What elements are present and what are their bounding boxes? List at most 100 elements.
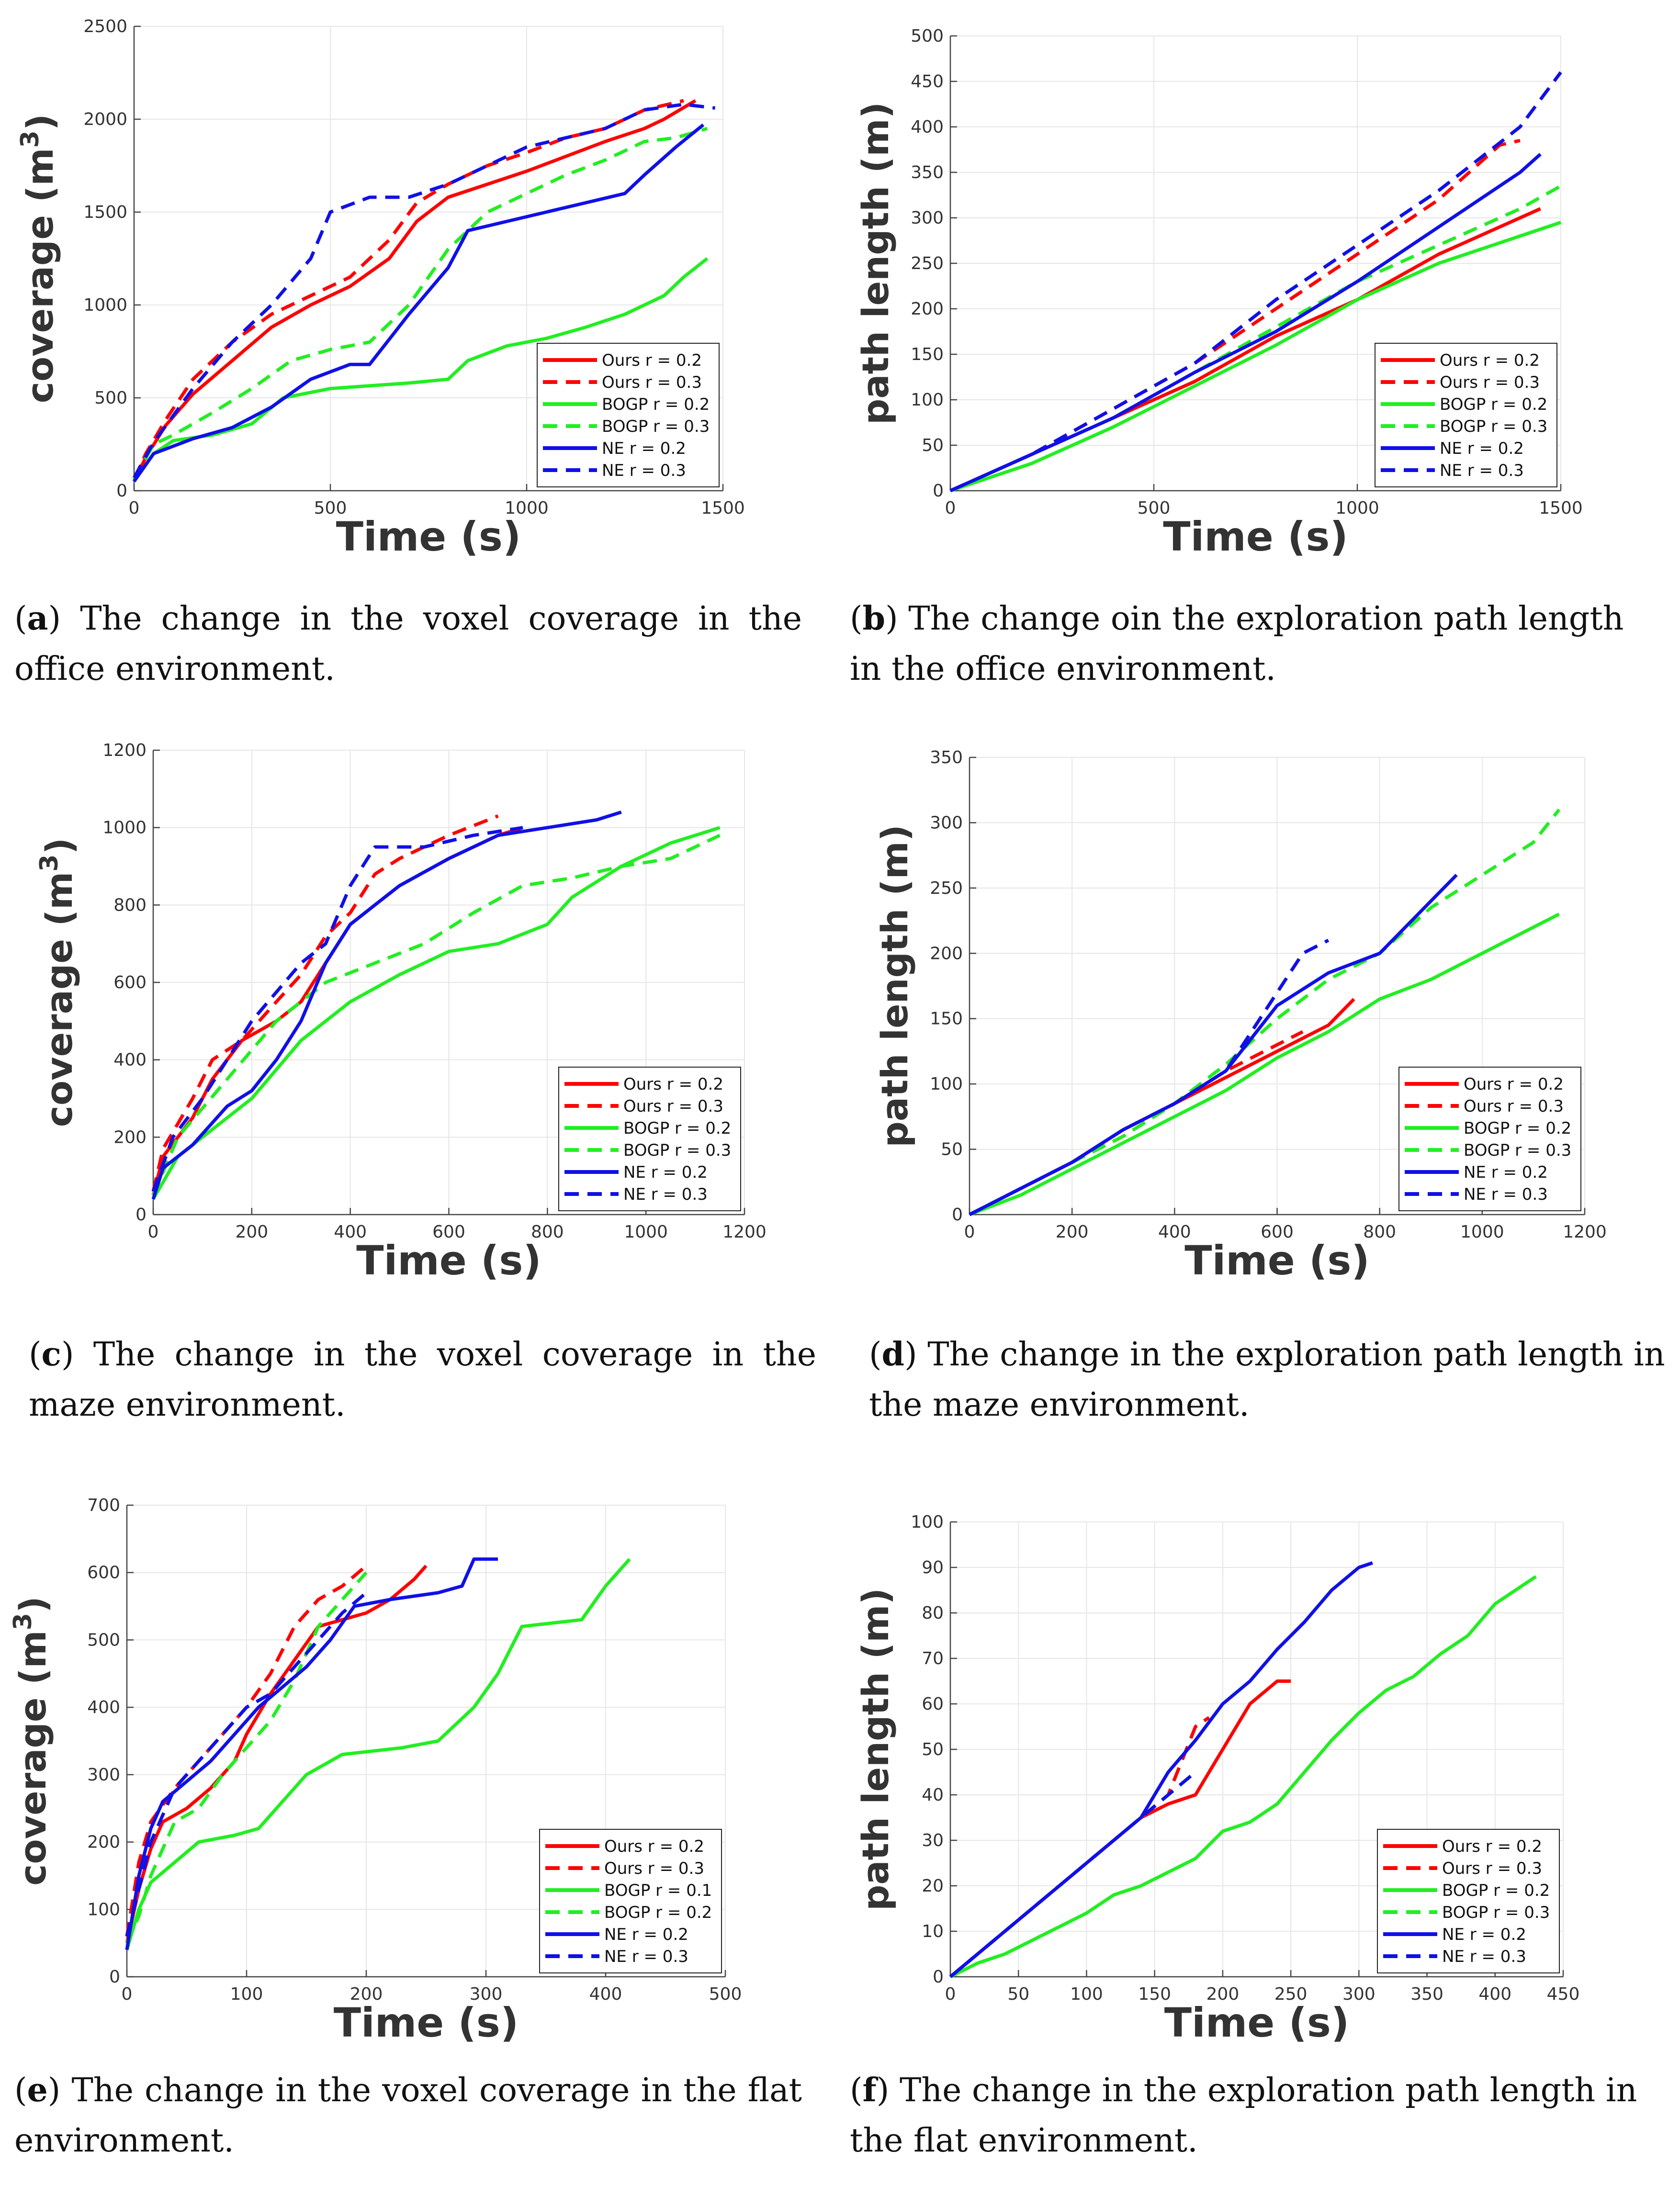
x-axis-title: Time (s) bbox=[1184, 1237, 1370, 1284]
y-tick-label: 1000 bbox=[83, 295, 127, 315]
caption-e-label: e bbox=[27, 2071, 48, 2109]
legend-label-1: Ours r = 0.3 bbox=[623, 1097, 723, 1116]
legend-label-4: NE r = 0.2 bbox=[623, 1163, 708, 1182]
legend-box bbox=[539, 1829, 722, 1973]
x-tick-label: 600 bbox=[432, 1222, 465, 1242]
x-tick-label: 1500 bbox=[1539, 498, 1583, 518]
y-tick-label: 350 bbox=[911, 163, 944, 182]
series-line-2 bbox=[969, 912, 1560, 1217]
panel-a: 0 500 1000 1500 0 500 1000 1500 2000 2500 Time (s)… bbox=[0, 0, 840, 736]
x-tick-label: 800 bbox=[1363, 1222, 1396, 1242]
y-tick-label: 0 bbox=[116, 481, 127, 501]
legend-label-2: BOGP r = 0.2 bbox=[1464, 1119, 1571, 1138]
legend-label-1: Ours r = 0.3 bbox=[602, 373, 702, 392]
series-line-5 bbox=[151, 826, 523, 1192]
y-tick-label: 250 bbox=[930, 879, 963, 898]
y-tick-label: 600 bbox=[113, 973, 147, 992]
x-tick-label: 0 bbox=[945, 498, 956, 518]
caption-a-label: a bbox=[27, 599, 48, 638]
x-tick-label: 1500 bbox=[701, 498, 745, 518]
caption-f-label: f bbox=[862, 2071, 877, 2109]
legend-label-0: Ours r = 0.2 bbox=[1442, 1837, 1542, 1856]
x-axis-title: Time (s) bbox=[1163, 513, 1348, 560]
series-line-5 bbox=[949, 1770, 1197, 1978]
series-line-2 bbox=[949, 221, 1562, 493]
y-tick-label: 1500 bbox=[83, 203, 127, 222]
y-tick-label: 20 bbox=[922, 1876, 944, 1896]
y-tick-label: 300 bbox=[930, 813, 963, 833]
x-tick-label: 500 bbox=[1138, 498, 1171, 518]
x-tick-label: 1200 bbox=[722, 1222, 767, 1242]
caption-b: (b) The change oin the exploration path … bbox=[850, 599, 1624, 688]
caption-f: (f) The change in the exploration path l… bbox=[850, 2071, 1637, 2160]
y-tick-label: 50 bbox=[922, 436, 944, 455]
y-tick-label: 0 bbox=[933, 481, 944, 501]
y-tick-label: 1000 bbox=[102, 818, 147, 838]
x-tick-label: 500 bbox=[709, 1984, 742, 2004]
chart-b-pathlength-office: 0 500 1000 1500 0 50 100 150 200 250 300 350 400 450 5… bbox=[854, 26, 1583, 560]
y-tick-label: 200 bbox=[911, 299, 944, 319]
y-tick-label: 2500 bbox=[83, 17, 127, 36]
x-tick-label: 450 bbox=[1547, 1984, 1580, 2004]
legend-label-4: NE r = 0.2 bbox=[604, 1925, 688, 1944]
legend-label-0: Ours r = 0.2 bbox=[602, 351, 702, 370]
y-tick-label: 450 bbox=[911, 72, 944, 91]
x-axis-title: Time (s) bbox=[356, 1237, 541, 1284]
y-axis-title-main: path length (m) bbox=[873, 824, 916, 1147]
legend-label-0: Ours r = 0.2 bbox=[1464, 1075, 1564, 1094]
series-line-5 bbox=[125, 1591, 368, 1937]
x-tick-label: 150 bbox=[1138, 1984, 1171, 2004]
y-axis-title: path length (m) bbox=[854, 102, 897, 425]
y-tick-label: 400 bbox=[911, 117, 944, 137]
y-tick-label: 200 bbox=[113, 1127, 147, 1147]
x-tick-label: 100 bbox=[1070, 1984, 1103, 2004]
x-tick-label: 0 bbox=[964, 1222, 975, 1242]
caption-a: (a) The change in the voxel coverage in … bbox=[14, 599, 802, 688]
caption-a-text: The change in the voxel coverage in the … bbox=[14, 600, 802, 688]
y-tick-label: 70 bbox=[922, 1649, 944, 1668]
x-tick-label: 500 bbox=[314, 498, 347, 518]
legend-box bbox=[1375, 343, 1557, 487]
panel-c: 0 200 400 600 800 1000 1200 0 200 400 600 800 1000 12… bbox=[0, 736, 840, 1472]
legend: Ours r = 0.2 Ours r = 0.3 BOGP r = 0.2 BOGP… bbox=[537, 343, 720, 487]
legend-box bbox=[1377, 1829, 1560, 1973]
chart-d-pathlength-maze: 0 200 400 600 800 1000 1200 0 50 100 150 200 250 300 3… bbox=[873, 748, 1607, 1284]
legend-label-1: Ours r = 0.3 bbox=[604, 1859, 704, 1878]
y-tick-label: 500 bbox=[87, 1630, 120, 1650]
legend-label-4: NE r = 0.2 bbox=[1440, 439, 1524, 458]
y-tick-label: 800 bbox=[113, 895, 147, 915]
y-tick-label: 500 bbox=[94, 388, 127, 408]
legend-label-5: NE r = 0.3 bbox=[1464, 1185, 1548, 1204]
legend: Ours r = 0.2 Ours r = 0.3 BOGP r = 0.1 BOGP… bbox=[539, 1829, 722, 1973]
chart-c-coverage-maze: 0 200 400 600 800 1000 1200 0 200 400 600 800 1000 12… bbox=[35, 741, 767, 1284]
series-line-5 bbox=[132, 102, 716, 479]
x-tick-label: 0 bbox=[148, 1222, 159, 1242]
y-axis-title-main: path length (m) bbox=[854, 1588, 897, 1911]
x-tick-label: 300 bbox=[470, 1984, 503, 2004]
legend: Ours r = 0.2 Ours r = 0.3 BOGP r = 0.2 BOGP… bbox=[1398, 1067, 1581, 1211]
x-tick-label: 800 bbox=[531, 1222, 564, 1242]
x-tick-label: 1000 bbox=[1335, 498, 1379, 518]
y-tick-label: 350 bbox=[930, 748, 963, 767]
y-tick-label: 0 bbox=[933, 1967, 944, 1987]
series-line-4 bbox=[949, 153, 1542, 493]
legend: Ours r = 0.2 Ours r = 0.3 BOGP r = 0.2 BOGP… bbox=[1375, 343, 1557, 487]
legend-label-3: BOGP r = 0.2 bbox=[604, 1903, 712, 1922]
y-tick-label: 60 bbox=[922, 1694, 944, 1714]
y-axis-title-superscript: 3 bbox=[35, 855, 64, 872]
series-line-4 bbox=[125, 1557, 498, 1950]
x-tick-label: 600 bbox=[1261, 1222, 1294, 1242]
y-axis-title-main: coverage (m bbox=[19, 148, 61, 403]
caption-d: (d) The change in the exploration path l… bbox=[869, 1335, 1665, 1424]
y-tick-label: 300 bbox=[87, 1765, 120, 1785]
x-tick-label: 1000 bbox=[624, 1222, 668, 1242]
y-tick-label: 30 bbox=[922, 1831, 944, 1850]
legend-label-2: BOGP r = 0.2 bbox=[623, 1119, 731, 1138]
y-axis-title-main: coverage (m bbox=[38, 872, 80, 1127]
y-axis-title-close: ) bbox=[19, 114, 61, 131]
y-axis-title-main: coverage (m bbox=[11, 1630, 54, 1885]
legend-label-2: BOGP r = 0.1 bbox=[604, 1881, 712, 1900]
y-tick-label: 10 bbox=[922, 1922, 944, 1941]
y-tick-label: 150 bbox=[930, 1009, 963, 1029]
legend-label-1: Ours r = 0.3 bbox=[1440, 373, 1540, 392]
